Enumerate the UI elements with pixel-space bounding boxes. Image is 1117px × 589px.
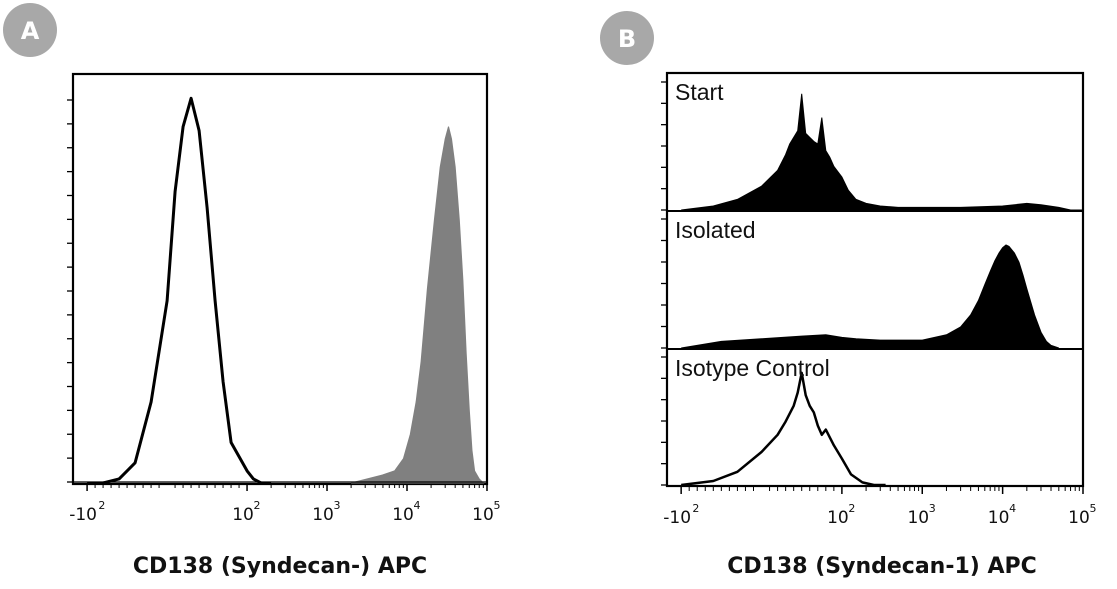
panel-b-x-tick-label-3: 10: [988, 508, 1010, 528]
panel-a-x-tick-label-4: 10: [472, 505, 494, 525]
panel-a-x-tick-label-1: 10: [232, 505, 254, 525]
panel-b-y-ticks: [661, 81, 667, 486]
panel-a-series-filled: [350, 126, 485, 484]
panel-b-x-tick-exp-2: 3: [929, 502, 936, 515]
panel-a-marks: [73, 96, 487, 485]
panel-b-track-0-filled: [681, 93, 1083, 211]
panel-b-x-tick-label-1: 10: [827, 508, 849, 528]
panel-a-x-tick-label-3: 10: [392, 505, 414, 525]
track-label-isolated: Isolated: [675, 217, 756, 243]
panel-b-marks: [681, 93, 1083, 487]
panel-a-histogram: -10 2 10 2 10 3 10 4 10 5 CD138 (Syndecan-) APC: [67, 72, 501, 579]
panel-b-badge-label: B: [618, 25, 636, 53]
panel-a-x-tick-exp-0: 2: [98, 499, 105, 512]
panel-b-x-tick-label-0: -10: [663, 508, 691, 528]
panel-a-x-tick-label-0: -10: [69, 505, 97, 525]
track-label-isotype-control: Isotype Control: [675, 355, 830, 381]
panel-b-badge-circle: [600, 11, 654, 65]
panel-a-x-tick-exp-1: 2: [254, 499, 261, 512]
panel-b-x-ticks: -10 2 10 2 10 3 10 4 10 5: [663, 487, 1097, 528]
panel-a-badge: A: [3, 3, 57, 57]
panel-b-histogram: -10 2 10 2 10 3 10 4 10 5 Start Isolated Isotype …: [661, 71, 1097, 579]
panel-b-track-1-filled: [681, 244, 1059, 349]
panel-b-x-tick-exp-4: 5: [1090, 502, 1097, 515]
panel-a-x-axis-title: CD138 (Syndecan-) APC: [133, 554, 427, 579]
panel-b-x-tick-exp-0: 2: [692, 502, 699, 515]
panel-a-series-outline: [87, 96, 272, 485]
panel-b-badge: B: [600, 11, 654, 65]
panel-b-x-axis-title: CD138 (Syndecan-1) APC: [727, 554, 1037, 579]
panel-b-track-2-outline: [681, 371, 886, 487]
panel-b-x-tick-label-4: 10: [1068, 508, 1090, 528]
panel-a-x-tick-exp-3: 4: [414, 499, 421, 512]
panel-b-x-tick-exp-3: 4: [1009, 502, 1016, 515]
panel-a-badge-label: A: [21, 17, 40, 45]
panel-a-x-ticks: -10 2 10 2 10 3 10 4 10 5: [69, 484, 501, 525]
panel-a-x-tick-label-2: 10: [312, 505, 334, 525]
panel-a-badge-circle: [3, 3, 57, 57]
track-label-start: Start: [675, 79, 724, 105]
panel-a-x-tick-exp-2: 3: [334, 499, 341, 512]
panel-b-x-tick-exp-1: 2: [848, 502, 855, 515]
panel-a-x-tick-exp-4: 5: [494, 499, 501, 512]
panel-a-y-ticks: [67, 99, 73, 483]
panel-a-frame: [71, 72, 489, 486]
panel-b-x-tick-label-2: 10: [907, 508, 929, 528]
